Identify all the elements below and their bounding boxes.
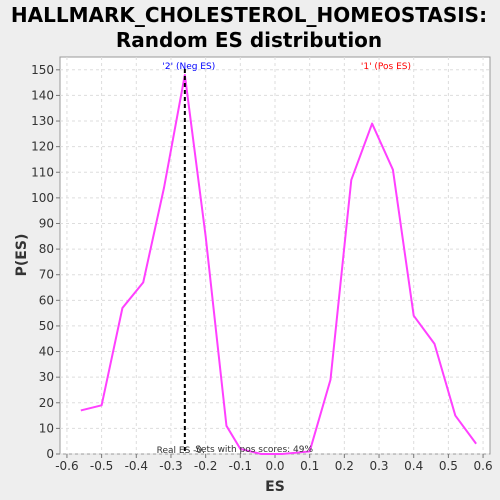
x-tick-label: -0.6	[55, 459, 78, 473]
y-tick-label: 150	[31, 63, 54, 77]
y-tick-label: 70	[39, 268, 54, 282]
y-tick-label: 130	[31, 114, 54, 128]
y-tick-label: 10	[39, 421, 54, 435]
pos-es-label: '1' (Pos ES)	[361, 62, 411, 72]
y-axis: 0 10 20 30 40 50 60 70 80 90 100 110 120 130 140 150	[31, 63, 60, 461]
y-tick-label: 80	[39, 242, 54, 256]
x-tick-label: -0.1	[229, 459, 252, 473]
y-tick-label: 140	[31, 88, 54, 102]
series-layer	[80, 73, 477, 455]
real-es-text: Real ES -0.	[157, 446, 205, 456]
x-tick-label: 0.1	[300, 459, 319, 473]
y-tick-label: 40	[39, 345, 54, 359]
chart-title-line-1: HALLMARK_CHOLESTEROL_HOMEOSTASIS:	[11, 3, 487, 27]
y-tick-label: 110	[31, 165, 54, 179]
chart-title-line-2: Random ES distribution	[116, 28, 382, 52]
y-tick-label: 100	[31, 191, 54, 205]
x-tick-label: -0.5	[90, 459, 113, 473]
y-tick-label: 30	[39, 370, 54, 384]
series-line	[80, 73, 477, 455]
x-tick-label: 0.3	[369, 459, 388, 473]
y-tick-label: 90	[39, 216, 54, 230]
x-axis: -0.6 -0.5 -0.4 -0.3 -0.2 -0.1 0.0 0.1 0.2 0.3 0.4 0…	[55, 454, 493, 473]
neg-es-label: '2' (Neg ES)	[162, 62, 215, 72]
y-tick-label: 0	[46, 447, 54, 461]
y-tick-label: 60	[39, 293, 54, 307]
y-tick-label: 20	[39, 396, 54, 410]
pos-scores-text: Sets with pos scores: 49%	[195, 445, 313, 455]
x-tick-label: -0.2	[194, 459, 217, 473]
x-tick-label: -0.3	[159, 459, 182, 473]
x-tick-label: 0.5	[439, 459, 458, 473]
x-tick-label: 0.0	[265, 459, 284, 473]
x-tick-label: -0.4	[125, 459, 148, 473]
y-tick-label: 120	[31, 140, 54, 154]
x-tick-label: 0.4	[404, 459, 423, 473]
y-tick-label: 50	[39, 319, 54, 333]
x-tick-label: 0.6	[474, 459, 493, 473]
x-tick-label: 0.2	[335, 459, 354, 473]
y-axis-label: P(ES)	[14, 234, 30, 277]
x-axis-label: ES	[265, 479, 285, 495]
